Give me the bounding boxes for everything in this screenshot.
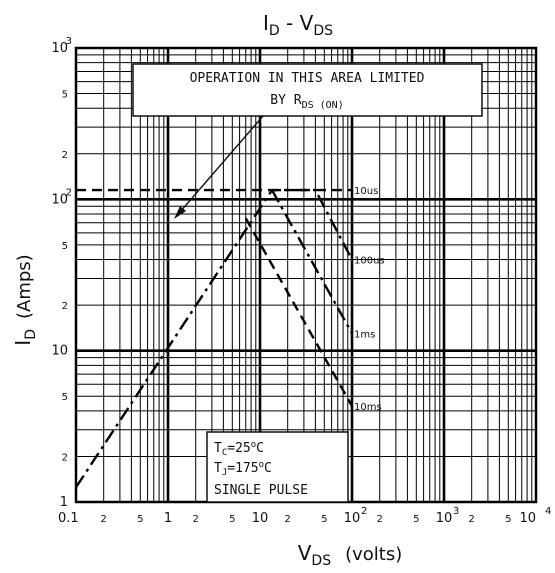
x-tick-label: 10	[252, 511, 269, 526]
x-axis-label: VDS (volts)	[298, 541, 403, 569]
chart-series: 10us 100us 1ms 10ms	[74, 186, 385, 488]
y-axis-label: ID(Amps)	[11, 254, 39, 345]
y-tick-label: 10	[51, 41, 68, 56]
y-tick-label: 10	[51, 344, 68, 359]
x-tick-label: 2	[377, 514, 383, 525]
rds-note-line2: BY RDS (ON)	[270, 93, 343, 111]
series-line-1ms	[270, 189, 354, 334]
x-tick-label: 0.1	[58, 511, 79, 526]
x-tick-label: 10	[519, 511, 536, 526]
series-label-100us: 100us	[354, 256, 385, 267]
y-tick-label: 2	[62, 452, 68, 463]
chart-title: ID - VDS	[263, 11, 333, 39]
x-tick-label: 5	[413, 514, 419, 525]
y-tick-exponent: 3	[66, 36, 72, 47]
series-line-100us	[74, 188, 354, 488]
x-tick-label: 2	[469, 514, 475, 525]
rds-arrow	[179, 115, 264, 213]
x-tick-label: 5	[321, 514, 327, 525]
y-tick-label: 5	[62, 241, 68, 252]
chart-grid	[74, 46, 538, 504]
y-tick-label: 10	[51, 192, 68, 207]
x-tick-label: 2	[101, 514, 107, 525]
y-tick-label: 1	[60, 495, 68, 510]
series-line-10ms	[244, 217, 354, 407]
x-tick-label: 2	[193, 514, 199, 525]
x-tick-label: 10	[344, 511, 361, 526]
y-tick-label: 5	[62, 90, 68, 101]
x-tick-label: 5	[505, 514, 511, 525]
rds-limit-note: OPERATION IN THIS AREA LIMITED BY RDS (O…	[132, 63, 483, 219]
x-tick-label: 1	[164, 511, 172, 526]
x-tick-exponent: 4	[545, 506, 551, 517]
x-tick-exponent: 3	[453, 506, 459, 517]
cond-tj: TJ=175oC	[214, 460, 272, 478]
x-tick-label: 5	[137, 514, 143, 525]
y-tick-exponent: 2	[66, 187, 72, 198]
rds-note-line1: OPERATION IN THIS AREA LIMITED	[190, 71, 425, 86]
series-label-1ms: 1ms	[354, 329, 375, 340]
series-label-10us: 10us	[354, 186, 378, 197]
x-tick-label: 10	[436, 511, 453, 526]
y-tick-label: 5	[62, 392, 68, 403]
y-tick-label: 2	[62, 301, 68, 312]
x-tick-label: 5	[229, 514, 235, 525]
cond-single-pulse: SINGLE PULSE	[214, 483, 308, 498]
y-tick-label: 2	[62, 150, 68, 161]
rds-arrowhead	[174, 206, 186, 219]
cond-tc: TC=25oC	[214, 440, 264, 458]
test-conditions: TC=25oC TJ=175oC SINGLE PULSE	[206, 431, 349, 503]
x-tick-label: 2	[285, 514, 291, 525]
x-tick-exponent: 2	[361, 506, 367, 517]
series-label-10ms: 10ms	[354, 402, 382, 413]
